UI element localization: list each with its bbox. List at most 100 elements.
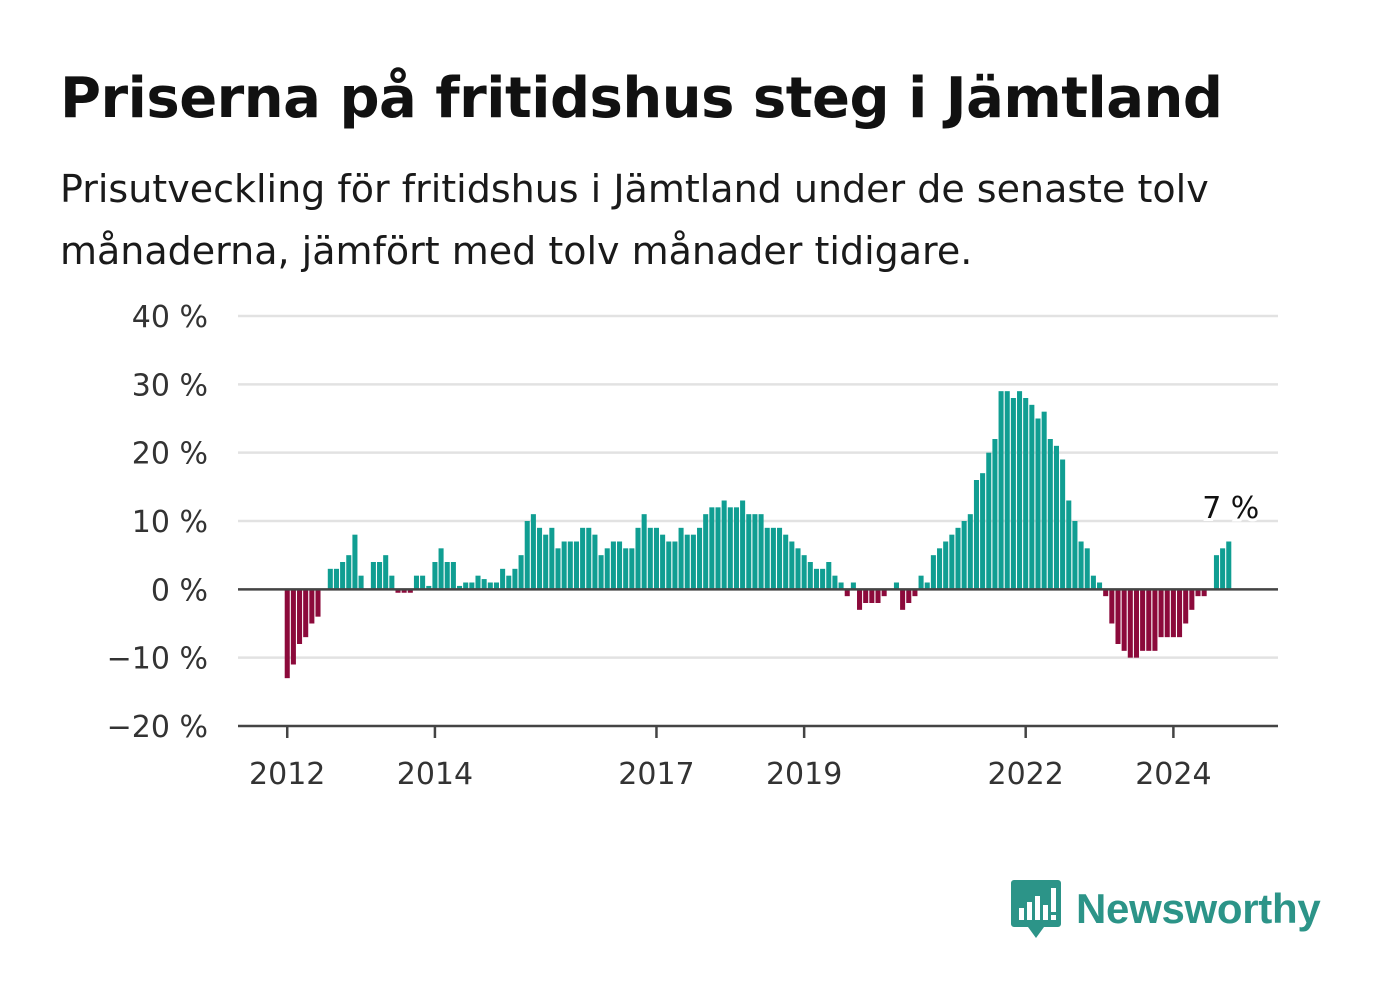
bar xyxy=(715,507,721,590)
bar xyxy=(487,582,493,590)
bar xyxy=(906,589,912,603)
bar xyxy=(463,582,469,590)
x-tick-label: 2012 xyxy=(249,757,325,792)
bar xyxy=(629,548,635,590)
bar xyxy=(469,582,475,590)
bar xyxy=(549,527,555,590)
y-tick-label: −10 % xyxy=(107,642,208,677)
bar xyxy=(912,589,918,597)
bar xyxy=(592,534,598,590)
bar xyxy=(537,527,543,590)
bar xyxy=(1053,445,1059,590)
y-tick-label: 10 % xyxy=(132,505,208,540)
bar xyxy=(653,527,659,590)
bar xyxy=(1133,589,1139,658)
bar xyxy=(777,527,783,590)
bar xyxy=(937,548,943,590)
bar xyxy=(610,541,616,590)
bar xyxy=(457,585,463,590)
bar xyxy=(838,582,844,590)
bar xyxy=(309,589,315,624)
bar xyxy=(561,541,567,590)
bar xyxy=(567,541,573,590)
bar xyxy=(297,589,303,644)
bar xyxy=(1177,589,1183,638)
chart-title: Priserna på fritidshus steg i Jämtland xyxy=(60,66,1223,131)
bar xyxy=(690,534,696,590)
bar xyxy=(586,527,592,590)
bar xyxy=(1127,589,1133,658)
bar xyxy=(721,500,727,590)
bar xyxy=(1041,411,1047,590)
bar xyxy=(998,391,1004,590)
bar xyxy=(764,527,770,590)
bar xyxy=(1029,404,1035,590)
price-change-bar-chart: −20 %−10 %0 %10 %20 %30 %40 % 2012 2014 20… xyxy=(107,300,1278,792)
bar xyxy=(924,582,930,590)
bar xyxy=(1152,589,1158,651)
bar xyxy=(1213,555,1219,590)
bar xyxy=(333,568,339,590)
chart-subtitle: Prisutveckling för fritidshus i Jämtland… xyxy=(60,167,1209,273)
bar xyxy=(1103,589,1109,597)
bar xyxy=(518,555,524,590)
bar xyxy=(512,568,518,590)
bar xyxy=(1201,589,1207,597)
bar xyxy=(949,534,955,590)
bar xyxy=(580,527,586,590)
bar xyxy=(420,575,426,590)
bar xyxy=(395,589,401,593)
bar xyxy=(303,589,309,638)
bar xyxy=(1158,589,1164,638)
bar xyxy=(352,534,358,590)
bar xyxy=(1023,398,1029,590)
bar xyxy=(1090,575,1096,590)
bar xyxy=(1183,589,1189,624)
bar xyxy=(475,575,481,590)
bar xyxy=(573,541,579,590)
last-value-label: 7 % xyxy=(1202,491,1259,526)
bar xyxy=(1017,391,1023,590)
bar xyxy=(992,439,998,590)
bar xyxy=(820,568,826,590)
bar xyxy=(635,527,641,590)
y-tick-label: 30 % xyxy=(132,368,208,403)
bar xyxy=(1121,589,1127,651)
bar xyxy=(500,568,506,590)
bar xyxy=(481,579,487,590)
bar xyxy=(1010,398,1016,590)
x-tick-label: 2014 xyxy=(397,757,473,792)
bar xyxy=(383,555,389,590)
bar xyxy=(1078,541,1084,590)
x-tick-label: 2017 xyxy=(618,757,694,792)
bar xyxy=(666,541,672,590)
y-axis-labels: −20 % −10 % 0 % 10 % 20 % 30 % 40 % xyxy=(107,300,208,745)
bar xyxy=(444,562,450,590)
bar xyxy=(647,527,653,590)
bar xyxy=(955,527,961,590)
x-tick-label: 2019 xyxy=(766,757,842,792)
bar xyxy=(1097,582,1103,590)
bar xyxy=(1195,589,1201,597)
bar xyxy=(900,589,906,610)
bar xyxy=(493,582,499,590)
bar xyxy=(641,514,647,590)
bar xyxy=(598,555,604,590)
bar xyxy=(530,514,536,590)
axes xyxy=(238,588,1278,738)
bar xyxy=(284,589,290,679)
bar xyxy=(340,562,346,590)
bar xyxy=(1189,589,1195,610)
bar xyxy=(1084,548,1090,590)
bar xyxy=(789,541,795,590)
bar xyxy=(783,534,789,590)
annotations: 7 % xyxy=(1199,488,1262,529)
bar xyxy=(746,514,752,590)
bar xyxy=(813,568,819,590)
gridlines xyxy=(238,314,1278,659)
bar xyxy=(1004,391,1010,590)
y-tick-label: 40 % xyxy=(132,300,208,335)
newsworthy-logo: Newsworthy xyxy=(1010,878,1321,940)
bar xyxy=(1060,459,1066,590)
bar xyxy=(709,507,715,590)
